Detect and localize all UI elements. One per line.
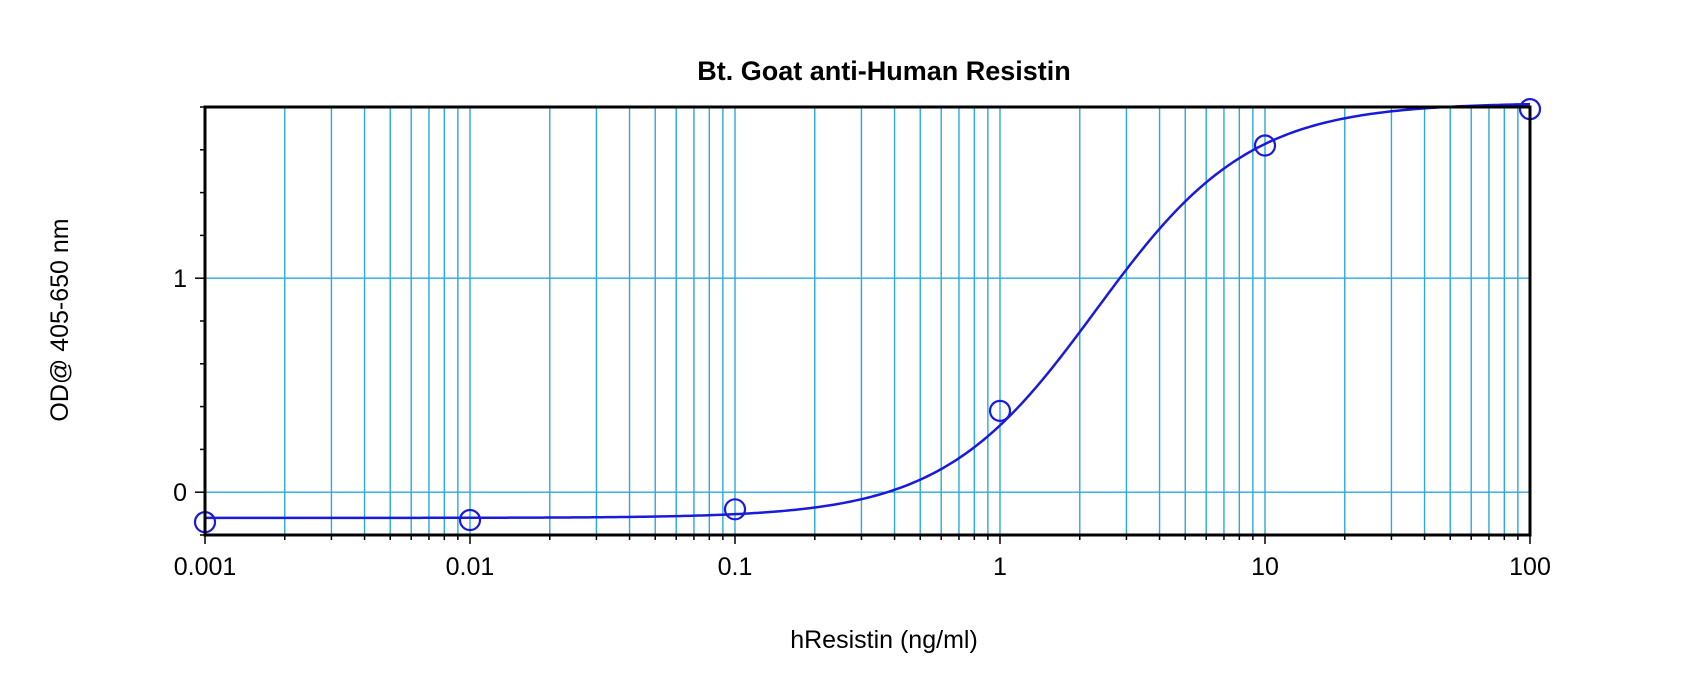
x-axis-label: hResistin (ng/ml) [790, 626, 978, 654]
x-tick-label: 10 [1251, 553, 1279, 581]
axes [195, 105, 1532, 544]
x-tick-labels: 0.001 0.01 0.1 1 10 100 [174, 553, 1551, 581]
y-axis-label: OD@ 405-650 nm [46, 218, 74, 421]
chart-title: Bt. Goat anti-Human Resistin [697, 56, 1071, 86]
x-tick-label: 0.01 [446, 553, 495, 581]
data-point [458, 508, 482, 532]
x-tick-label: 1 [993, 553, 1007, 581]
x-tick-label: 0.1 [718, 553, 753, 581]
plot-frame [203, 105, 1532, 537]
y-tick-label: 1 [173, 265, 187, 293]
x-tick-label: 100 [1509, 553, 1551, 581]
fit-curve-layer [205, 102, 1531, 520]
data-point [723, 498, 747, 521]
data-point [988, 399, 1012, 422]
data-point [1253, 134, 1277, 157]
y-tick-labels: 01 [173, 265, 187, 507]
data-points [193, 98, 1542, 534]
x-tick-label: 0.001 [174, 553, 237, 581]
y-tick-label: 0 [173, 479, 187, 507]
fit-curve [205, 102, 1531, 520]
grid [204, 107, 1530, 535]
